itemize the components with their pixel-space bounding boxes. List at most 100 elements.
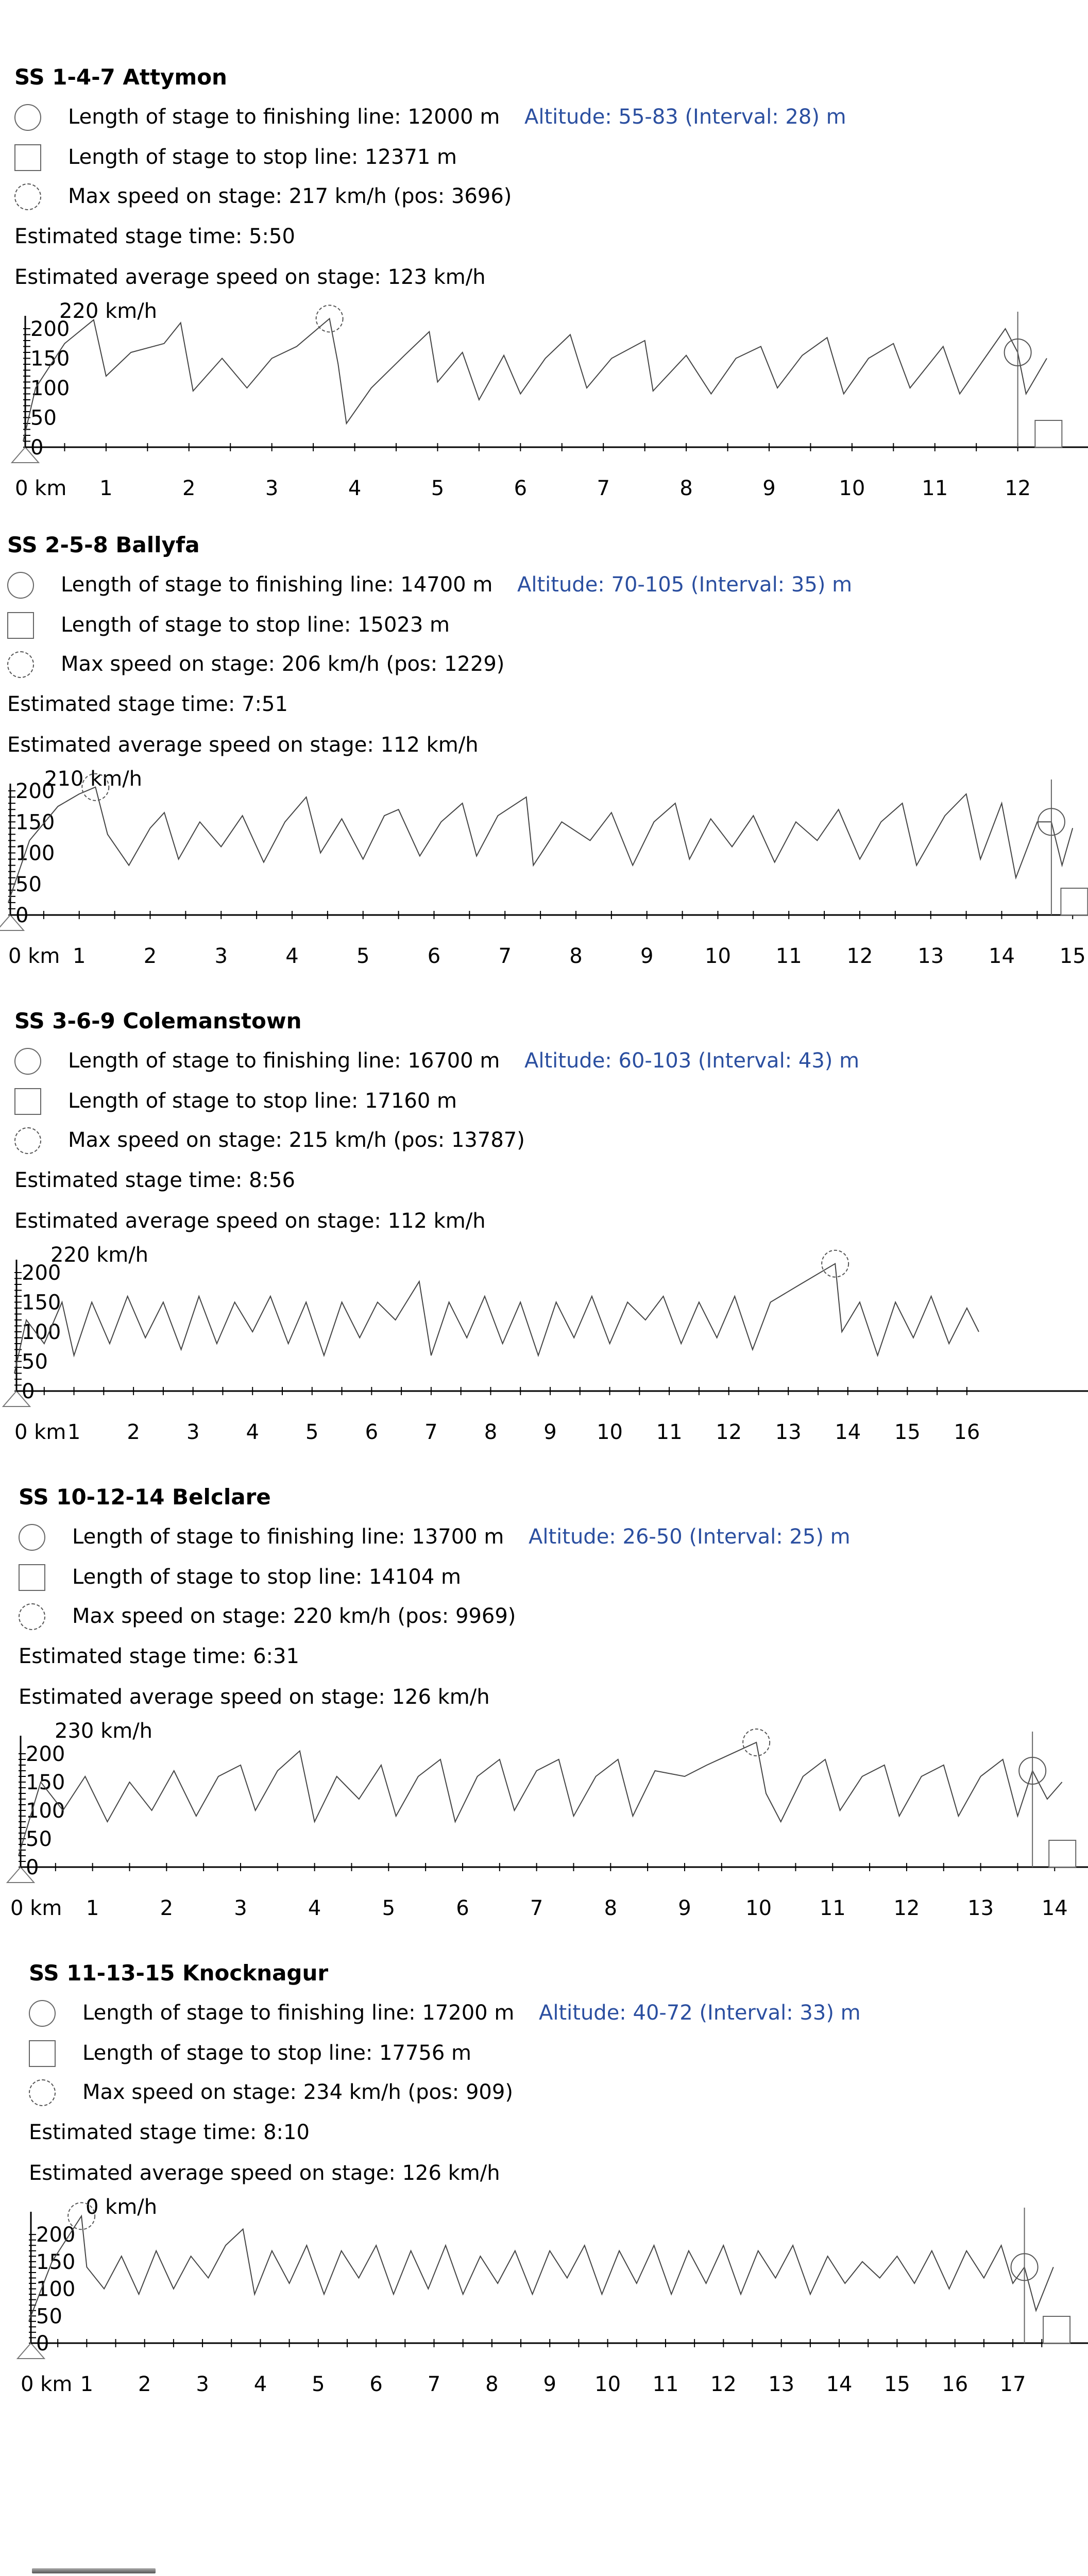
x-tick-label: 6 (456, 1896, 469, 1920)
x-tick-label: 4 (285, 944, 298, 968)
finish-line-text: Length of stage to finishing line: 17200… (82, 2001, 515, 2025)
stop-square-icon (19, 1564, 45, 1591)
average-speed-text: Estimated average speed on stage: 123 km… (14, 265, 486, 289)
x-tick-label: 7 (428, 2372, 440, 2396)
stage-section: SS 10-12-14 Belclare Length of stage to … (0, 1420, 1088, 1920)
x-tick-label: 15 (884, 2372, 910, 2396)
max-speed-text: Max speed on stage: 217 km/h (pos: 3696) (68, 184, 512, 208)
stop-line-text: Length of stage to stop line: 17756 m (82, 2041, 471, 2065)
y-tick-label: 150 (15, 810, 55, 834)
max-speed-icon (29, 2079, 56, 2106)
stop-square-icon (14, 1088, 41, 1115)
y-tick-label: 50 (26, 1827, 52, 1851)
x-tick-label: 11 (776, 944, 802, 968)
bottom-scroll-bar (32, 2568, 156, 2573)
x-unit-label: km (30, 1896, 62, 1920)
speed-series-line (8, 786, 1074, 903)
x-unit-label: km (34, 1420, 66, 1444)
x-unit-label: km (35, 477, 66, 500)
origin-marker-icon (2, 1390, 31, 1407)
x-tick-label: 11 (922, 477, 948, 500)
origin-marker-icon (16, 2342, 46, 2359)
x-tick-label: 7 (597, 477, 609, 500)
x-tick-label: 1 (99, 477, 112, 500)
y-axis (19, 1736, 26, 1868)
x-tick-label: 0 km (8, 944, 60, 968)
stop-square-marker (1048, 1840, 1077, 1868)
stop-square-marker (1043, 2316, 1071, 2344)
y-tick-label: 150 (36, 2250, 75, 2274)
x-tick-label: 10 (839, 477, 865, 500)
x-tick-label: 4 (254, 2372, 267, 2396)
y-axis (8, 784, 15, 916)
stage-section: SS 11-13-15 Knocknagur Length of stage t… (0, 1896, 1088, 2396)
x-tick-label: 5 (382, 1896, 395, 1920)
x-tick-label: 0 km (21, 2372, 72, 2396)
max-speed-text: Max speed on stage: 234 km/h (pos: 909) (82, 2080, 513, 2104)
x-tick-label: 12 (893, 1896, 920, 1920)
x-tick-label: 4 (246, 1420, 259, 1444)
x-tick-label: 3 (186, 1420, 199, 1444)
x-tick-label: 7 (530, 1896, 543, 1920)
y-tick-label: 200 (26, 1742, 65, 1766)
y-axis (29, 2212, 36, 2344)
stage-title: SS 10-12-14 Belclare (19, 1484, 271, 1510)
y-tick-label: 50 (15, 873, 42, 896)
stop-square-marker (1034, 420, 1063, 448)
max-speed-text: Max speed on stage: 220 km/h (pos: 9969) (72, 1604, 516, 1628)
x-tick-label: 1 (80, 2372, 93, 2396)
max-speed-icon (14, 183, 41, 210)
x-tick-label: 13 (917, 944, 944, 968)
x-tick-label: 15 (1060, 944, 1086, 968)
x-tick-label: 5 (312, 2372, 325, 2396)
x-tick-label: 6 (369, 2372, 382, 2396)
x-tick-label: 17 (1000, 2372, 1026, 2396)
stage-title: SS 11-13-15 Knocknagur (29, 1960, 329, 1986)
max-speed-marker (81, 773, 110, 801)
x-tick-label: 12 (847, 944, 873, 968)
x-unit-label: km (28, 944, 60, 968)
stage-time-text: Estimated stage time: 8:10 (29, 2121, 310, 2144)
y-axis (14, 1260, 22, 1392)
x-tick-label: 12 (716, 1420, 742, 1444)
max-speed-marker (821, 1249, 849, 1278)
x-tick-label: 16 (954, 1420, 980, 1444)
stage-section: SS 2-5-8 Ballyfa Length of stage to fini… (0, 468, 1088, 968)
x-tick-label: 9 (543, 2372, 556, 2396)
finish-circle-icon (29, 2000, 56, 2027)
x-tick-label: 7 (499, 944, 512, 968)
max-speed-marker (742, 1728, 771, 1756)
x-tick-label: 2 (127, 1420, 140, 1444)
y-tick-label: 50 (36, 2304, 62, 2328)
stage-time-text: Estimated stage time: 8:56 (14, 1168, 295, 1192)
x-tick-label: 10 (745, 1896, 772, 1920)
stop-line-text: Length of stage to stop line: 15023 m (61, 613, 450, 637)
x-tick-label: 8 (485, 2372, 498, 2396)
y-tick-label: 100 (15, 842, 55, 866)
speed-series-line (18, 1741, 1063, 1856)
x-tick-label: 9 (762, 477, 775, 500)
y-max-label: 210 km/h (44, 767, 142, 791)
finish-circle-marker (1010, 2253, 1039, 2281)
x-tick-label: 11 (820, 1896, 846, 1920)
x-tick-label: 2 (144, 944, 157, 968)
x-tick-label: 7 (424, 1420, 437, 1444)
y-tick-label: 100 (36, 2278, 75, 2301)
x-tick-label: 2 (138, 2372, 151, 2396)
x-tick-label: 15 (894, 1420, 921, 1444)
x-tick-label: 2 (182, 477, 195, 500)
finish-circle-icon (7, 572, 34, 599)
stage-section: SS 1-4-7 Attymon Length of stage to fini… (0, 0, 1088, 500)
x-tick-label: 10 (705, 944, 731, 968)
average-speed-text: Estimated average speed on stage: 112 km… (7, 733, 479, 757)
stage-section: SS 3-6-9 Colemanstown Length of stage to… (0, 944, 1088, 1444)
finish-line-text: Length of stage to finishing line: 16700… (68, 1049, 500, 1073)
finish-line-text: Length of stage to finishing line: 14700… (61, 573, 493, 597)
x-tick-label: 8 (679, 477, 692, 500)
stop-square-icon (29, 2040, 56, 2067)
y-tick-label: 50 (30, 406, 57, 430)
